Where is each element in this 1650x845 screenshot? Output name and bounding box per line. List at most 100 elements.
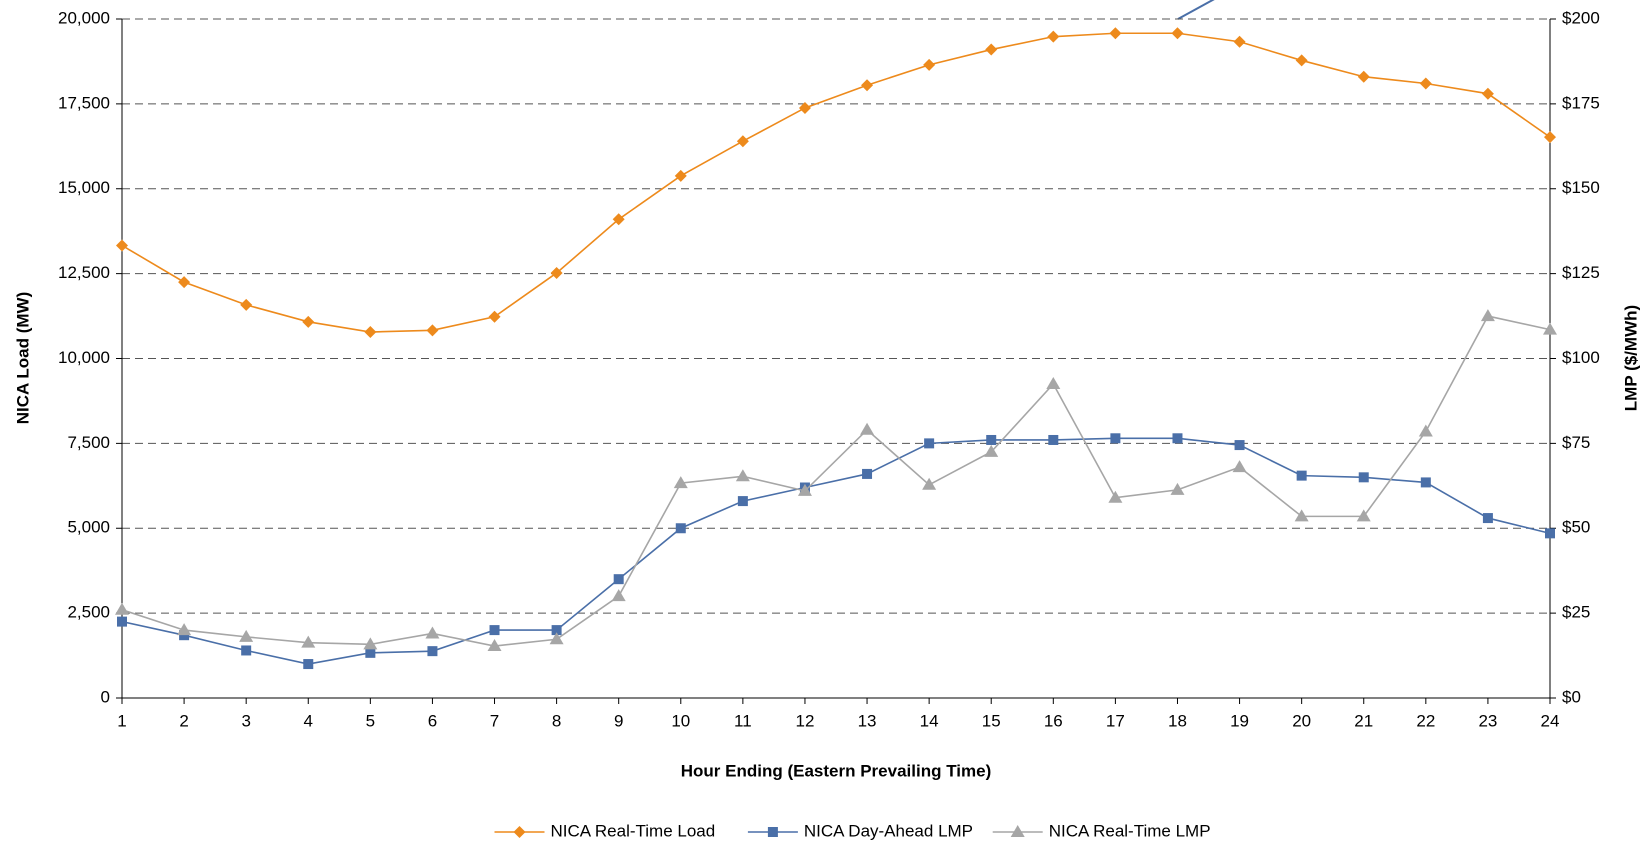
data-point	[488, 310, 501, 323]
legend-label: NICA Real-Time LMP	[1049, 821, 1211, 840]
data-point	[675, 523, 686, 534]
x-tick-label: 18	[1168, 711, 1187, 730]
data-point	[798, 101, 811, 114]
data-point	[1110, 433, 1121, 444]
data-point	[549, 632, 564, 645]
x-tick-label: 12	[795, 711, 814, 730]
x-tick-label: 11	[734, 711, 752, 730]
x-tick-label: 23	[1478, 711, 1497, 730]
data-point	[1170, 482, 1185, 495]
data-point	[364, 326, 377, 339]
data-point	[674, 169, 687, 182]
data-point	[1480, 309, 1495, 322]
x-tick-label: 9	[614, 711, 623, 730]
x-tick-label: 24	[1541, 711, 1560, 730]
data-point	[611, 589, 626, 602]
data-point	[239, 629, 254, 642]
data-point	[1046, 376, 1061, 389]
x-tick-label: 15	[982, 711, 1001, 730]
x-tick-label: 6	[428, 711, 437, 730]
series-line	[121, 32, 1551, 333]
x-axis-title: Hour Ending (Eastern Prevailing Time)	[681, 761, 991, 780]
x-tick-label: 20	[1292, 711, 1311, 730]
data-point	[673, 476, 688, 489]
data-point	[178, 276, 191, 289]
data-point	[426, 324, 439, 337]
data-point	[1482, 513, 1493, 524]
data-point	[1543, 322, 1557, 335]
x-tick-label: 3	[241, 711, 250, 730]
data-point	[1294, 509, 1309, 522]
data-point	[1234, 440, 1245, 451]
data-point	[1172, 433, 1183, 444]
y2-tick-label: $75	[1562, 433, 1590, 452]
y-tick-label: 12,500	[58, 263, 110, 282]
data-point	[487, 639, 502, 652]
data-point	[923, 58, 936, 71]
data-point	[862, 468, 873, 479]
x-tick-label: 22	[1416, 711, 1435, 730]
data-point	[1481, 87, 1494, 100]
data-point	[736, 135, 749, 148]
y2-tick-label: $200	[1562, 8, 1600, 27]
data-point	[550, 266, 563, 279]
y2-tick-label: $0	[1562, 687, 1581, 706]
data-point	[1232, 460, 1247, 473]
data-point	[1296, 470, 1307, 481]
data-point	[427, 646, 438, 657]
y-tick-label: 15,000	[58, 178, 110, 197]
y-tick-label: 20,000	[58, 8, 110, 27]
data-point	[240, 298, 253, 311]
data-point	[1295, 54, 1308, 67]
data-point	[1358, 472, 1369, 483]
annotation-arrow	[1177, 0, 1215, 20]
y2-tick-label: $25	[1562, 603, 1590, 622]
y2-tick-label: $125	[1562, 263, 1600, 282]
x-tick-label: 13	[858, 711, 877, 730]
data-point	[861, 79, 874, 92]
data-point	[1357, 70, 1370, 83]
x-tick-label: 19	[1230, 711, 1249, 730]
data-point	[797, 483, 812, 496]
y-tick-label: 7,500	[67, 433, 110, 452]
data-point	[860, 422, 875, 435]
y-tick-label: 5,000	[67, 518, 110, 537]
y-axis-title: NICA Load (MW)	[13, 292, 32, 425]
legend-marker	[1010, 825, 1025, 837]
data-point	[301, 635, 316, 648]
x-tick-label: 5	[366, 711, 375, 730]
y2-axis-title: LMP ($/MWh)	[1621, 305, 1640, 411]
x-tick-label: 4	[304, 711, 313, 730]
x-tick-label: 1	[117, 711, 126, 730]
data-point	[612, 213, 625, 226]
data-point	[1048, 434, 1059, 445]
data-point	[737, 496, 748, 507]
legend-label: NICA Day-Ahead LMP	[804, 821, 973, 840]
data-point	[1047, 30, 1060, 43]
data-point	[1544, 131, 1556, 144]
data-point	[1233, 35, 1246, 48]
data-point	[986, 434, 997, 445]
data-point	[1419, 77, 1432, 90]
data-point	[117, 616, 127, 627]
data-point	[116, 239, 128, 252]
x-tick-label: 7	[490, 711, 499, 730]
data-point	[363, 637, 378, 650]
data-point	[1108, 490, 1123, 503]
series-line	[121, 315, 1551, 647]
legend-marker	[767, 827, 778, 837]
data-point	[425, 626, 440, 639]
x-tick-label: 14	[920, 711, 939, 730]
data-point	[735, 469, 750, 482]
x-tick-label: 10	[671, 711, 690, 730]
y-tick-label: 17,500	[58, 93, 110, 112]
x-tick-label: 17	[1106, 711, 1125, 730]
data-point	[115, 602, 129, 615]
data-point	[365, 647, 376, 658]
data-point	[1418, 424, 1433, 437]
data-point	[177, 623, 192, 636]
y2-tick-label: $150	[1562, 178, 1600, 197]
data-point	[922, 477, 937, 490]
